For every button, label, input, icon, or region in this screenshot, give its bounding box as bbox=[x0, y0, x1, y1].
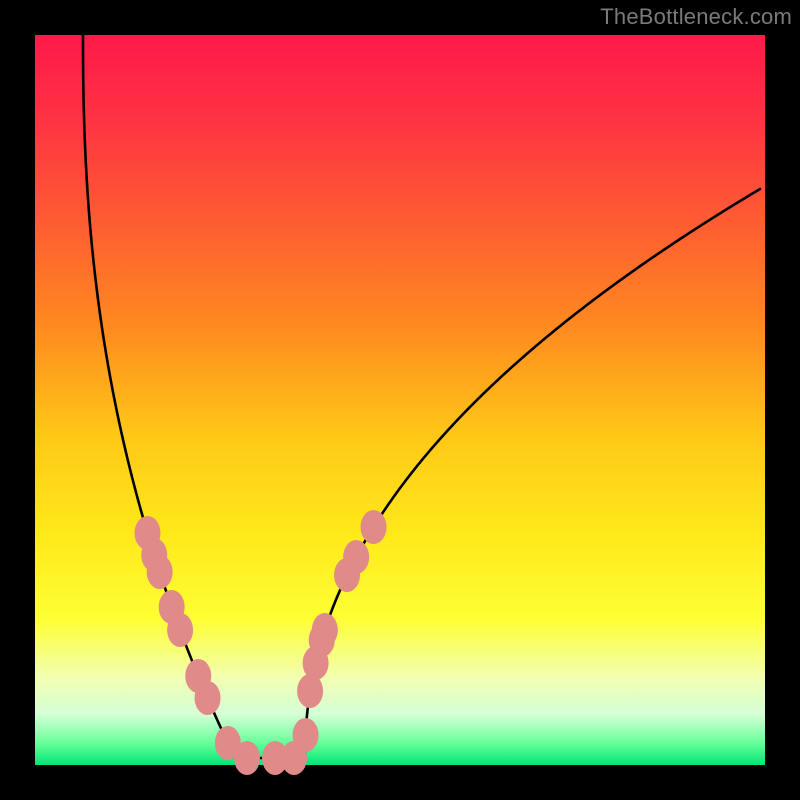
curve-marker bbox=[361, 510, 387, 544]
curve-marker bbox=[312, 613, 338, 647]
curve-marker bbox=[147, 555, 173, 589]
plot-area bbox=[35, 35, 765, 765]
watermark-text: TheBottleneck.com bbox=[600, 4, 792, 30]
chart-svg bbox=[0, 0, 800, 800]
curve-marker bbox=[234, 741, 260, 775]
curve-marker bbox=[167, 613, 193, 647]
curve-marker bbox=[343, 540, 369, 574]
chart-stage: TheBottleneck.com bbox=[0, 0, 800, 800]
curve-marker bbox=[293, 718, 319, 752]
curve-marker bbox=[195, 681, 221, 715]
